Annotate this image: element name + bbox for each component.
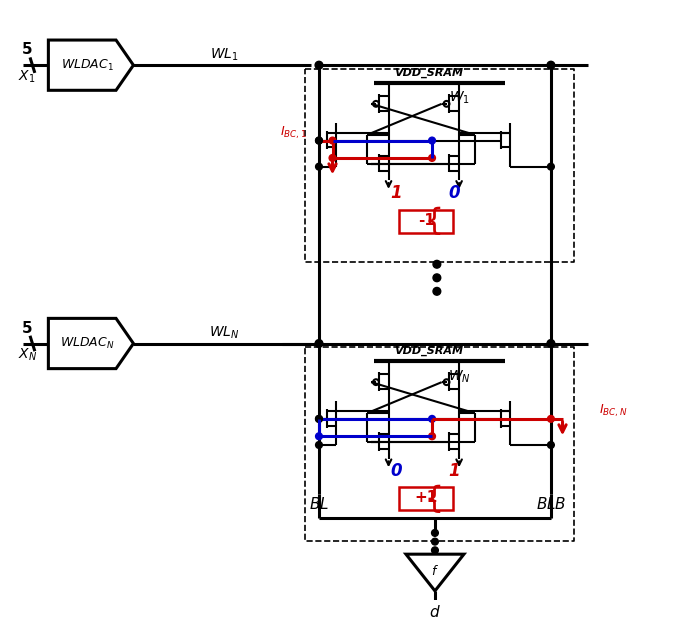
Polygon shape (49, 318, 133, 369)
Text: -1: -1 (418, 214, 434, 228)
Text: $W_1$: $W_1$ (448, 90, 470, 106)
Text: $WL_1$: $WL_1$ (210, 46, 239, 63)
Circle shape (547, 340, 555, 347)
Circle shape (433, 274, 441, 282)
Text: $\mathit{WLDAC}_N$: $\mathit{WLDAC}_N$ (60, 336, 115, 351)
Text: $X_1$: $X_1$ (19, 69, 36, 85)
Text: VDD_SRAM: VDD_SRAM (395, 346, 464, 357)
FancyBboxPatch shape (399, 487, 453, 509)
Text: $BLB$: $BLB$ (536, 496, 566, 512)
Circle shape (548, 163, 555, 170)
Circle shape (316, 415, 322, 422)
Circle shape (316, 441, 322, 448)
Text: $\mathit{I}_{BC,1}$: $\mathit{I}_{BC,1}$ (280, 124, 307, 141)
Circle shape (429, 137, 435, 144)
Text: 0: 0 (391, 462, 402, 480)
Text: $WL_N$: $WL_N$ (209, 325, 239, 341)
Circle shape (433, 287, 441, 295)
Circle shape (432, 539, 439, 545)
Text: 1: 1 (391, 184, 402, 202)
Polygon shape (49, 40, 133, 90)
Circle shape (316, 163, 322, 170)
Circle shape (548, 415, 555, 422)
Circle shape (429, 433, 435, 439)
Circle shape (316, 137, 322, 144)
Text: $W_N$: $W_N$ (448, 368, 471, 384)
Text: 5: 5 (22, 321, 33, 335)
Circle shape (316, 415, 322, 422)
Circle shape (432, 529, 439, 536)
Circle shape (433, 261, 441, 268)
Text: $BL$: $BL$ (309, 496, 329, 512)
Text: $f$: $f$ (431, 564, 439, 578)
Text: $d$: $d$ (429, 604, 441, 619)
Circle shape (429, 155, 435, 162)
Circle shape (315, 340, 323, 347)
Text: 1: 1 (448, 462, 460, 480)
Text: VDD_SRAM: VDD_SRAM (395, 67, 464, 78)
Text: 0: 0 (448, 184, 460, 202)
Circle shape (432, 547, 439, 554)
Circle shape (547, 61, 555, 69)
Circle shape (329, 137, 336, 144)
Text: $\mathit{WLDAC}_1$: $\mathit{WLDAC}_1$ (60, 58, 114, 72)
Circle shape (316, 433, 322, 439)
Circle shape (429, 415, 435, 422)
Circle shape (548, 441, 555, 448)
Polygon shape (406, 554, 464, 591)
Circle shape (316, 137, 322, 144)
Text: $X_N$: $X_N$ (17, 347, 37, 363)
Text: +1: +1 (414, 490, 438, 504)
Circle shape (329, 155, 336, 162)
Circle shape (315, 61, 323, 69)
Text: 5: 5 (22, 42, 33, 57)
Text: $\mathit{I}_{BC,N}$: $\mathit{I}_{BC,N}$ (599, 403, 628, 419)
Text: }: } (418, 204, 437, 233)
FancyBboxPatch shape (399, 210, 453, 233)
Text: }: } (418, 483, 437, 512)
